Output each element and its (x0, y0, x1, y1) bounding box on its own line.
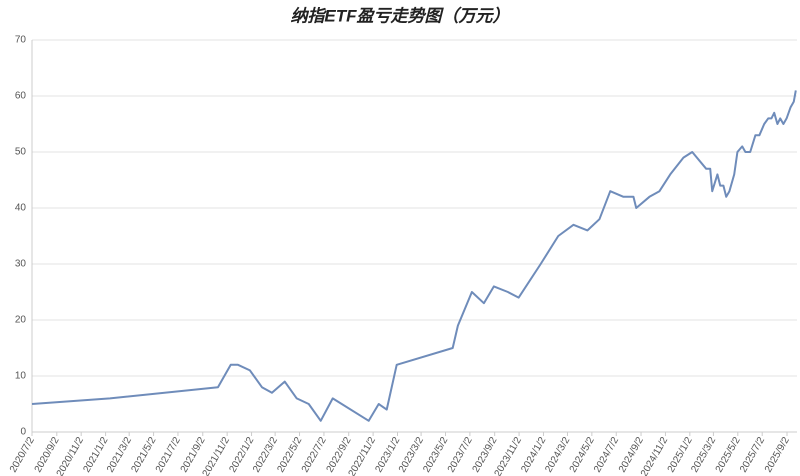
x-tick-label: 2025/9/2 (763, 435, 792, 475)
chart-title: 纳指ETF盈亏走势图（万元） (290, 6, 509, 25)
y-tick-label: 10 (15, 371, 27, 382)
y-tick-label: 0 (20, 427, 26, 438)
y-tick-label: 50 (15, 147, 27, 158)
y-tick-label: 70 (15, 35, 27, 46)
y-tick-label: 60 (15, 91, 27, 102)
y-tick-label: 30 (15, 259, 27, 270)
y-tick-label: 20 (15, 315, 27, 326)
y-tick-label: 40 (15, 203, 27, 214)
data-line (31, 90, 797, 422)
